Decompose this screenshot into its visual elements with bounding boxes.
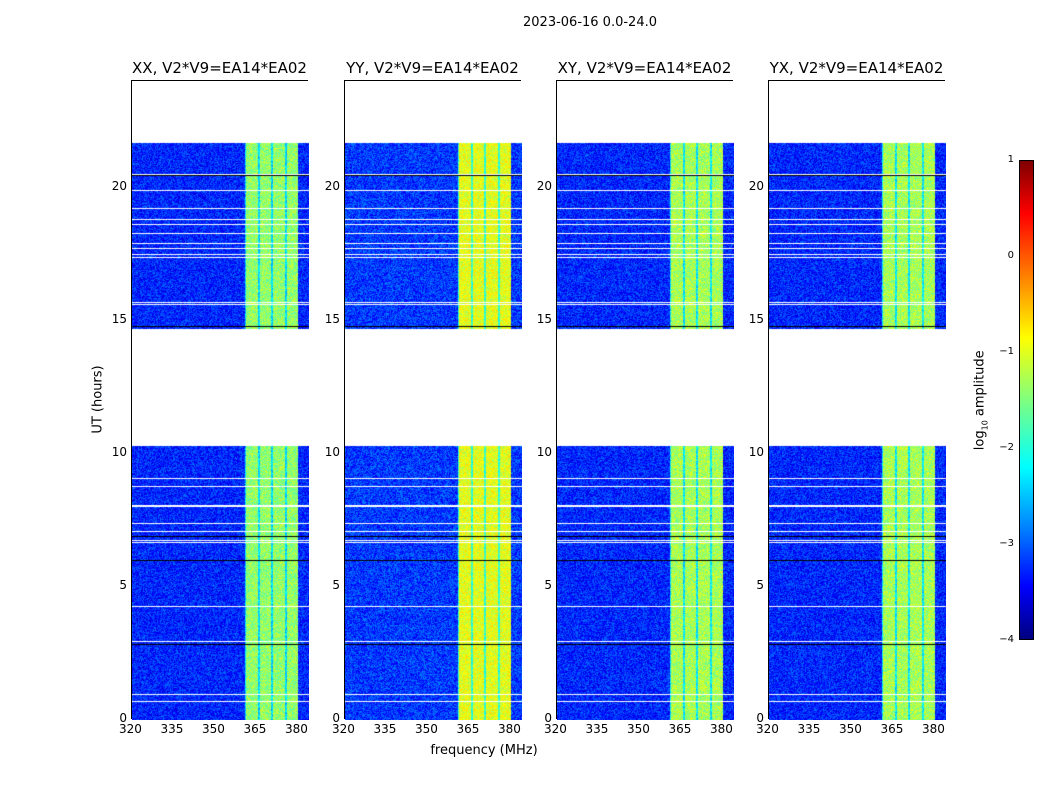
x-tick-label: 365 xyxy=(243,722,267,736)
y-tick-label: 5 xyxy=(119,577,127,592)
colorbar-tick-label: −4 xyxy=(999,634,1014,645)
x-tick-label: 380 xyxy=(497,722,521,736)
y-tick-label: 15 xyxy=(324,311,340,326)
x-tick-label: 335 xyxy=(797,722,821,736)
heatmap-cells xyxy=(769,81,946,720)
x-tick-label: 320 xyxy=(756,722,779,736)
x-tick-label: 335 xyxy=(160,722,184,736)
heatmap-panel xyxy=(344,80,522,720)
colorbar-label: log10 amplitude xyxy=(972,350,990,451)
heatmap-cells xyxy=(345,81,522,720)
heatmap-panel xyxy=(556,80,734,720)
y-tick-label: 10 xyxy=(536,444,552,459)
y-tick-label: 10 xyxy=(748,444,764,459)
x-tick-label: 365 xyxy=(456,722,480,736)
y-tick-label: 0 xyxy=(119,711,127,725)
x-tick-label: 365 xyxy=(668,722,692,736)
heatmap-cells xyxy=(557,81,734,720)
y-tick-label: 20 xyxy=(536,178,552,193)
y-tick-label: 15 xyxy=(111,311,127,326)
panel-title: XY, V2*V9=EA14*EA02 xyxy=(557,59,732,77)
x-tick-label: 365 xyxy=(880,722,904,736)
y-tick-label: 15 xyxy=(748,311,764,326)
x-tick-label: 380 xyxy=(921,722,945,736)
y-tick-label: 20 xyxy=(324,178,340,193)
y-tick-label: 10 xyxy=(324,444,340,459)
panel-title: XX, V2*V9=EA14*EA02 xyxy=(132,59,307,77)
x-axis-label: frequency (MHz) xyxy=(430,743,538,758)
y-tick-label: 10 xyxy=(111,444,127,459)
x-tick-label: 350 xyxy=(626,722,650,736)
x-tick-label: 350 xyxy=(838,722,862,736)
x-tick-label: 350 xyxy=(201,722,225,736)
y-tick-label: 5 xyxy=(332,577,340,592)
x-tick-label: 320 xyxy=(119,722,142,736)
y-tick-label: 20 xyxy=(111,178,127,193)
colorbar xyxy=(1019,160,1034,640)
x-tick-label: 335 xyxy=(373,722,397,736)
colorbar-tick-label: 0 xyxy=(1007,250,1014,261)
colorbar-tick-label: −1 xyxy=(999,346,1014,357)
x-tick-label: 320 xyxy=(544,722,567,736)
y-axis-label: UT (hours) xyxy=(90,365,106,434)
y-tick-label: 0 xyxy=(756,711,764,725)
x-tick-label: 380 xyxy=(709,722,733,736)
x-tick-label: 380 xyxy=(284,722,308,736)
panel-title: YX, V2*V9=EA14*EA02 xyxy=(769,59,944,77)
x-tick-label: 320 xyxy=(332,722,355,736)
x-tick-label: 350 xyxy=(414,722,438,736)
colorbar-tick-label: −3 xyxy=(999,538,1014,549)
y-tick-label: 0 xyxy=(544,711,552,725)
y-tick-label: 20 xyxy=(748,178,764,193)
y-tick-label: 5 xyxy=(756,577,764,592)
colorbar-tick-label: −2 xyxy=(999,442,1014,453)
y-tick-label: 0 xyxy=(332,711,340,725)
heatmap-panel xyxy=(131,80,309,720)
x-tick-label: 335 xyxy=(585,722,609,736)
heatmap-panel xyxy=(768,80,946,720)
y-tick-label: 5 xyxy=(544,577,552,592)
colorbar-tick-label: 1 xyxy=(1007,154,1014,165)
panel-title: YY, V2*V9=EA14*EA02 xyxy=(346,59,519,77)
y-tick-label: 15 xyxy=(536,311,552,326)
heatmap-cells xyxy=(132,81,309,720)
figure-title: 2023-06-16 0.0-24.0 xyxy=(523,15,657,30)
